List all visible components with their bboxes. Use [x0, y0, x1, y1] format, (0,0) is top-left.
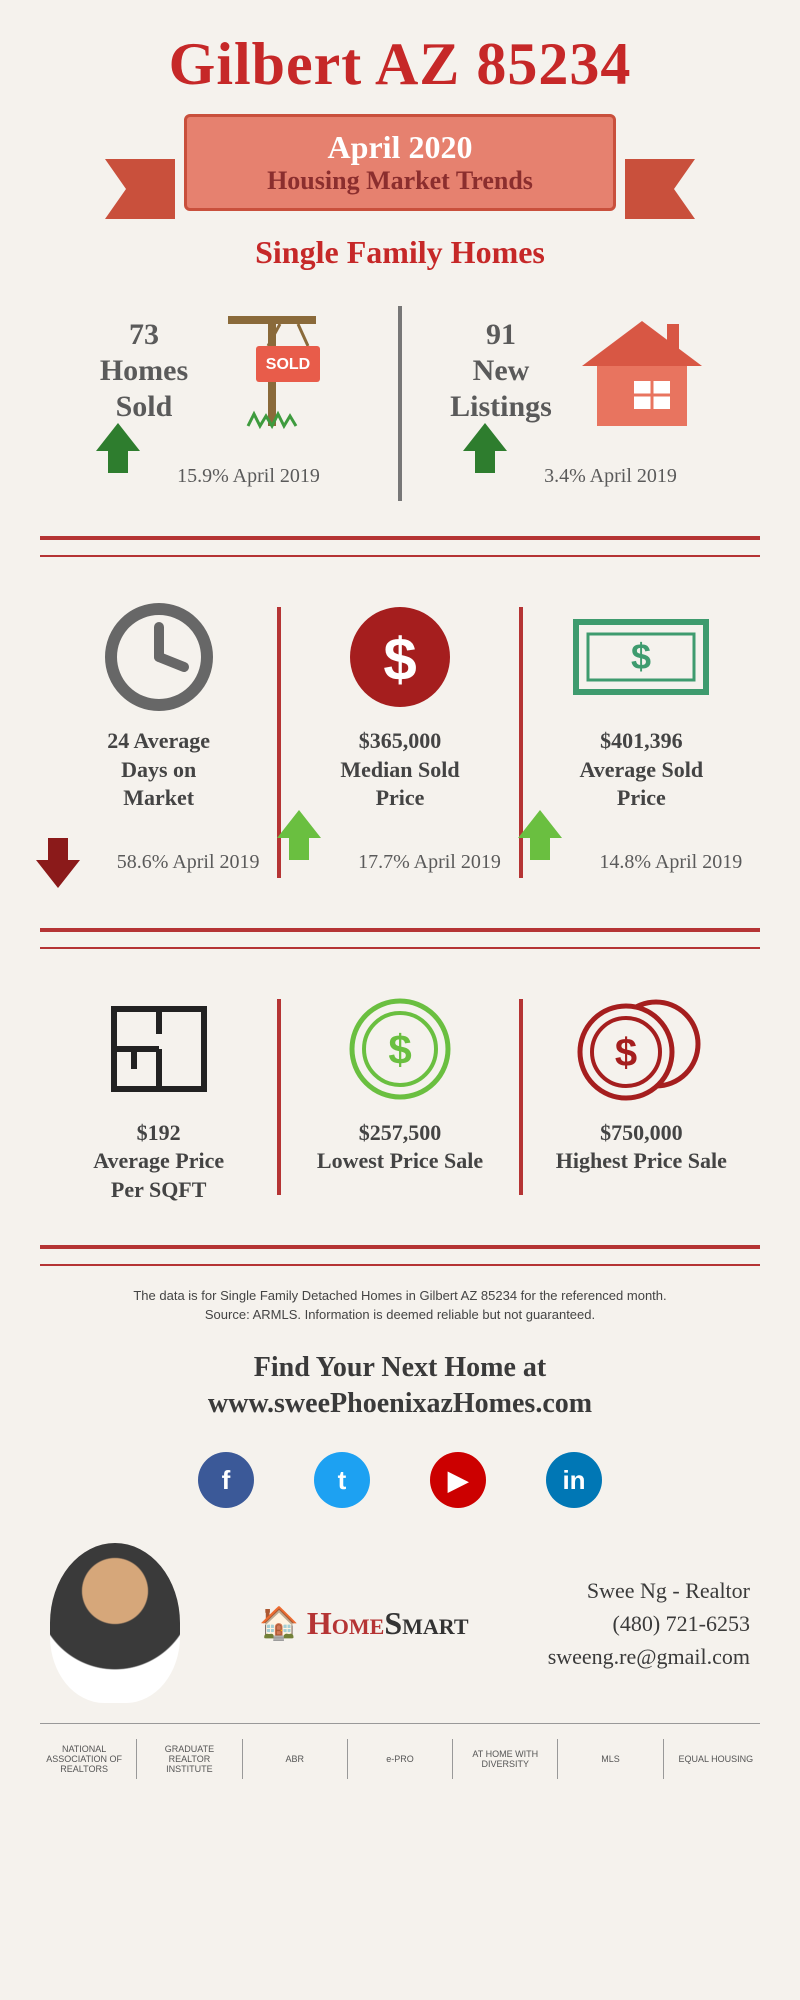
stats-row-2: 24 Average Days onMarket 58.6% April 2019… — [40, 572, 760, 913]
ribbon-subtitle: Housing Market Trends — [267, 166, 533, 196]
ribbon-date: April 2020 — [267, 129, 533, 166]
coins-red-icon: $ — [571, 994, 711, 1104]
contact-row: 🏠 HomeSmart Swee Ng - Realtor (480) 721-… — [40, 1543, 760, 1723]
certification-logos: NATIONAL ASSOCIATION OF REALTORS GRADUAT… — [40, 1723, 760, 1779]
cta-line1: Find Your Next Home at — [40, 1350, 760, 1386]
contact-email: sweeng.re@gmail.com — [548, 1640, 750, 1673]
realtor-avatar — [50, 1543, 180, 1703]
dom-pct: 58.6% April 2019 — [117, 851, 260, 874]
coin-green-icon: $ — [345, 994, 455, 1104]
floorplan-icon — [99, 994, 219, 1104]
homes-sold-pct: 15.9% April 2019 — [177, 465, 320, 488]
logo-mls: MLS — [566, 1754, 654, 1764]
lowest-price-block: $ $257,500 Lowest Price Sale — [281, 989, 518, 1205]
social-icons-row: f t ▶ in — [40, 1452, 760, 1508]
dom-label: Days onMarket — [121, 757, 196, 811]
logo-eho: EQUAL HOUSING — [672, 1754, 760, 1764]
median-pct: 17.7% April 2019 — [358, 851, 501, 874]
new-listings-l2: Listings — [450, 389, 552, 425]
new-listings-l1: New — [450, 353, 552, 389]
avg-pct: 14.8% April 2019 — [599, 851, 742, 874]
linkedin-icon[interactable]: in — [546, 1452, 602, 1508]
new-listings-pct: 3.4% April 2019 — [544, 465, 677, 488]
days-on-market-block: 24 Average Days onMarket 58.6% April 2019 — [40, 597, 277, 888]
contact-phone: (480) 721-6253 — [548, 1607, 750, 1640]
highest-price-block: $ $750,000 Highest Price Sale — [523, 989, 760, 1205]
dollar-circle-icon: $ — [345, 602, 455, 712]
logo-diversity: AT HOME WITH DIVERSITY — [461, 1749, 549, 1769]
footnote-text: The data is for Single Family Detached H… — [40, 1286, 760, 1325]
avg-label: Average SoldPrice — [580, 757, 704, 811]
median-price-block: $ $365,000 Median SoldPrice 17.7% April 2… — [281, 597, 518, 888]
stats-row-1: 73 Homes Sold SOLD 15.9% April 2019 — [40, 296, 760, 521]
avg-value: $401,396 — [600, 728, 683, 753]
page-title: Gilbert AZ 85234 — [40, 30, 760, 99]
price-per-sqft-block: $192 Average PricePer SQFT — [40, 989, 277, 1205]
contact-name: Swee Ng - Realtor — [548, 1574, 750, 1607]
logo-gri: GRADUATE REALTOR INSTITUTE — [145, 1744, 233, 1774]
subtitle: Single Family Homes — [40, 234, 760, 271]
svg-text:$: $ — [631, 636, 651, 677]
youtube-icon[interactable]: ▶ — [430, 1452, 486, 1508]
cta-line2: www.sweePhoenixazHomes.com — [40, 1386, 760, 1422]
sold-sign-icon: SOLD — [208, 306, 338, 436]
clock-icon — [104, 602, 214, 712]
svg-text:SOLD: SOLD — [266, 356, 310, 373]
sqft-value: $192 — [137, 1120, 181, 1145]
svg-text:$: $ — [383, 626, 416, 693]
stats-row-3: $192 Average PricePer SQFT $ $257,500 Lowe… — [40, 964, 760, 1230]
avg-price-block: $ $401,396 Average SoldPrice 14.8% April … — [523, 597, 760, 888]
house-icon — [572, 306, 712, 436]
lowest-label: Lowest Price Sale — [317, 1148, 483, 1173]
dom-value: 24 Average — [107, 728, 210, 753]
homes-sold-block: 73 Homes Sold SOLD 15.9% April 2019 — [40, 306, 398, 501]
median-value: $365,000 — [359, 728, 442, 753]
svg-text:$: $ — [388, 1026, 411, 1073]
logo-epro: e-PRO — [356, 1754, 444, 1764]
twitter-icon[interactable]: t — [314, 1452, 370, 1508]
logo-abr: ABR — [251, 1754, 339, 1764]
homes-sold-l2: Sold — [100, 389, 188, 425]
brand-logo: 🏠 HomeSmart — [180, 1604, 548, 1642]
dollar-note-icon: $ — [566, 607, 716, 707]
lowest-value: $257,500 — [359, 1120, 442, 1145]
infographic-container: Gilbert AZ 85234 April 2020 Housing Mark… — [0, 0, 800, 1809]
facebook-icon[interactable]: f — [198, 1452, 254, 1508]
new-listings-value: 91 — [450, 317, 552, 353]
median-label: Median SoldPrice — [340, 757, 459, 811]
new-listings-block: 91 New Listings 3.4% April 2019 — [402, 306, 760, 501]
cta-block: Find Your Next Home at www.sweePhoenixaz… — [40, 1350, 760, 1423]
homes-sold-l1: Homes — [100, 353, 188, 389]
ribbon-banner: April 2020 Housing Market Trends — [40, 114, 760, 224]
highest-value: $750,000 — [600, 1120, 683, 1145]
svg-text:$: $ — [615, 1031, 637, 1075]
homes-sold-value: 73 — [100, 317, 188, 353]
logo-nar: NATIONAL ASSOCIATION OF REALTORS — [40, 1744, 128, 1774]
sqft-label: Average PricePer SQFT — [93, 1148, 224, 1202]
highest-label: Highest Price Sale — [556, 1148, 727, 1173]
